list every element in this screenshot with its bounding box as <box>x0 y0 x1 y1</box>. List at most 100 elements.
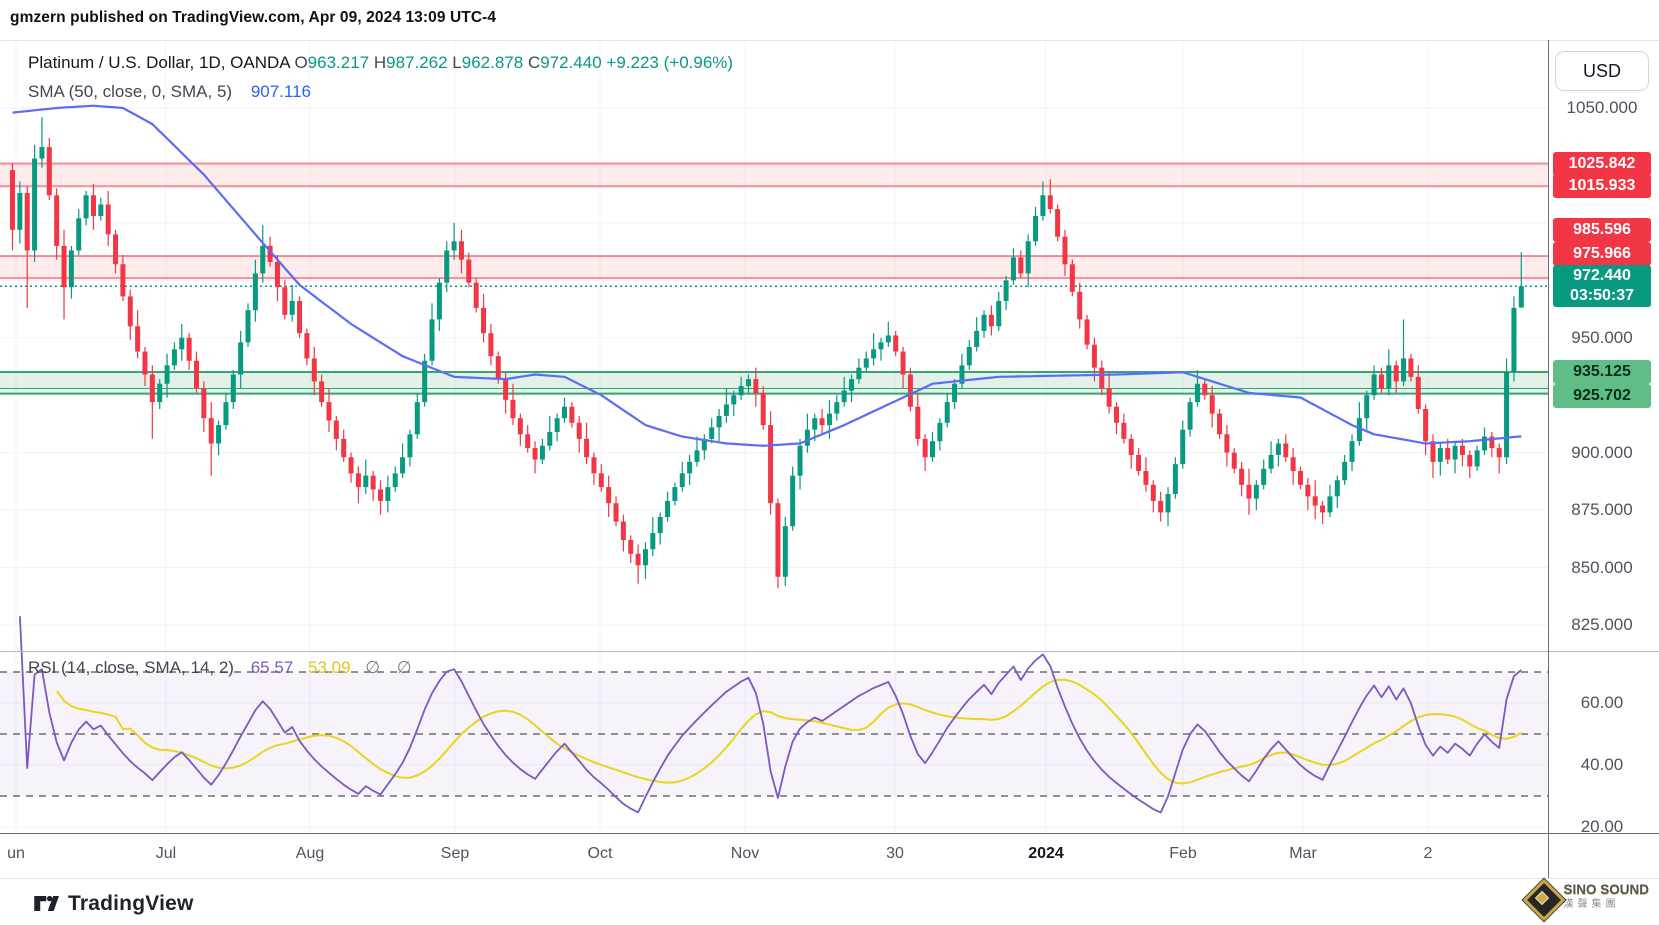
price-axis[interactable]: USD 1050.000 950.000 900.000 875.000 850.000… <box>1549 40 1659 836</box>
time-axis-border <box>0 833 1659 834</box>
candle-body <box>797 445 803 476</box>
candle-body <box>267 245 273 262</box>
candle-body <box>1290 457 1296 472</box>
price-axis-label: 1050.000 <box>1566 98 1638 117</box>
candle-body <box>1202 383 1208 396</box>
ohlc-letter: H <box>369 53 387 72</box>
candle-body <box>687 461 693 474</box>
candle-body <box>1467 454 1473 467</box>
candle-body <box>61 245 67 288</box>
candle-body <box>429 319 435 361</box>
price-axis-label: 850.000 <box>1571 557 1633 577</box>
candle-body <box>768 425 774 504</box>
candle-body <box>68 250 74 288</box>
candle-body <box>974 330 980 347</box>
candle-body <box>282 287 288 315</box>
candle-body <box>1018 257 1024 274</box>
candle-body <box>1378 374 1384 389</box>
candle-body <box>326 402 332 421</box>
candle-body <box>1511 307 1517 373</box>
candle-body <box>436 282 442 320</box>
price-axis-label: 875.000 <box>1571 500 1633 520</box>
candle-body <box>1423 409 1429 442</box>
candle-body <box>598 473 604 488</box>
candle-body <box>135 326 141 352</box>
sma-legend-label: SMA (50, close, 0, SMA, 5) <box>28 82 233 101</box>
candle-body <box>1128 438 1134 455</box>
candle-body <box>1121 422 1127 439</box>
candle-body <box>966 346 972 366</box>
candle-body <box>804 429 810 446</box>
candle-body <box>1298 471 1303 485</box>
candle-body <box>333 420 339 439</box>
candle-body <box>665 500 671 518</box>
candle-body <box>473 282 479 308</box>
candle-body <box>127 296 133 327</box>
candle-body <box>1239 468 1245 485</box>
candle-body <box>1312 496 1318 506</box>
candle-body <box>1040 195 1046 216</box>
sino-sound-watermark: SINO SOUND 漢聲集團 <box>1523 878 1649 922</box>
candle-body <box>569 406 575 423</box>
candle-body <box>576 422 582 439</box>
rsi-hidden-bands: ∅ ∅ <box>365 658 418 677</box>
candle-body <box>1158 500 1164 513</box>
candle-body <box>547 431 553 446</box>
candle-body <box>1408 358 1414 377</box>
candle-body <box>223 402 229 426</box>
candle-body <box>657 517 663 534</box>
candle-body <box>17 193 23 230</box>
candle-body <box>370 475 376 490</box>
price-axis-label: 900.000 <box>1571 442 1633 462</box>
candle-body <box>1033 215 1039 242</box>
chart-plot-area[interactable] <box>0 0 1548 878</box>
candle-body <box>819 418 825 426</box>
candle-body <box>1482 436 1487 451</box>
candle-body <box>1224 434 1230 453</box>
candle-body <box>1172 464 1178 495</box>
candle-body <box>1518 286 1524 308</box>
candle-body <box>863 358 869 368</box>
ohlc-value: 962.878 <box>461 53 524 72</box>
candle-body <box>996 301 1002 327</box>
candle-body <box>245 310 251 343</box>
candle-body <box>834 402 840 414</box>
candle-body <box>98 204 104 216</box>
time-axis-label: Oct <box>587 845 613 862</box>
candle-body <box>1091 344 1097 368</box>
candle-body <box>723 404 729 416</box>
candle-body <box>1327 496 1333 513</box>
candle-body <box>642 549 648 566</box>
candle-body <box>1275 443 1281 455</box>
publish-header: gmzern published on TradingView.com, Apr… <box>10 9 496 27</box>
tradingview-logo[interactable]: TradingView <box>32 890 194 917</box>
candle-body <box>149 374 155 403</box>
sma50-line <box>12 104 1522 447</box>
candle-body <box>444 250 450 283</box>
resistance-level-badge: 985.596 <box>1553 217 1651 242</box>
candle-body <box>32 158 38 251</box>
sino-chinese-text: 漢聲集團 <box>1563 899 1620 910</box>
candle-body <box>790 475 796 527</box>
time-axis-label: Nov <box>730 845 760 862</box>
candle-body <box>355 473 361 488</box>
candle-body <box>841 390 847 403</box>
candle-body <box>900 351 906 375</box>
candle-body <box>738 386 744 396</box>
pane-separator[interactable] <box>0 651 1659 652</box>
tradingview-mark-icon <box>34 895 59 911</box>
candle-body <box>510 399 516 419</box>
candle-body <box>422 360 428 403</box>
candle-body <box>142 351 148 375</box>
candle-body <box>414 402 420 435</box>
time-axis-label: Feb <box>1169 845 1197 862</box>
currency-button[interactable]: USD <box>1555 51 1649 91</box>
candle-body <box>1349 441 1355 462</box>
candle-body <box>1136 454 1142 472</box>
candle-body <box>1459 445 1465 455</box>
candle-body <box>775 503 781 577</box>
time-axis[interactable]: un Jul Aug Sep Oct Nov 30 2024 Feb Mar 2 <box>0 834 1548 878</box>
candle-body <box>1143 471 1149 485</box>
time-axis-label: Aug <box>295 845 325 862</box>
candle-body <box>46 147 52 196</box>
